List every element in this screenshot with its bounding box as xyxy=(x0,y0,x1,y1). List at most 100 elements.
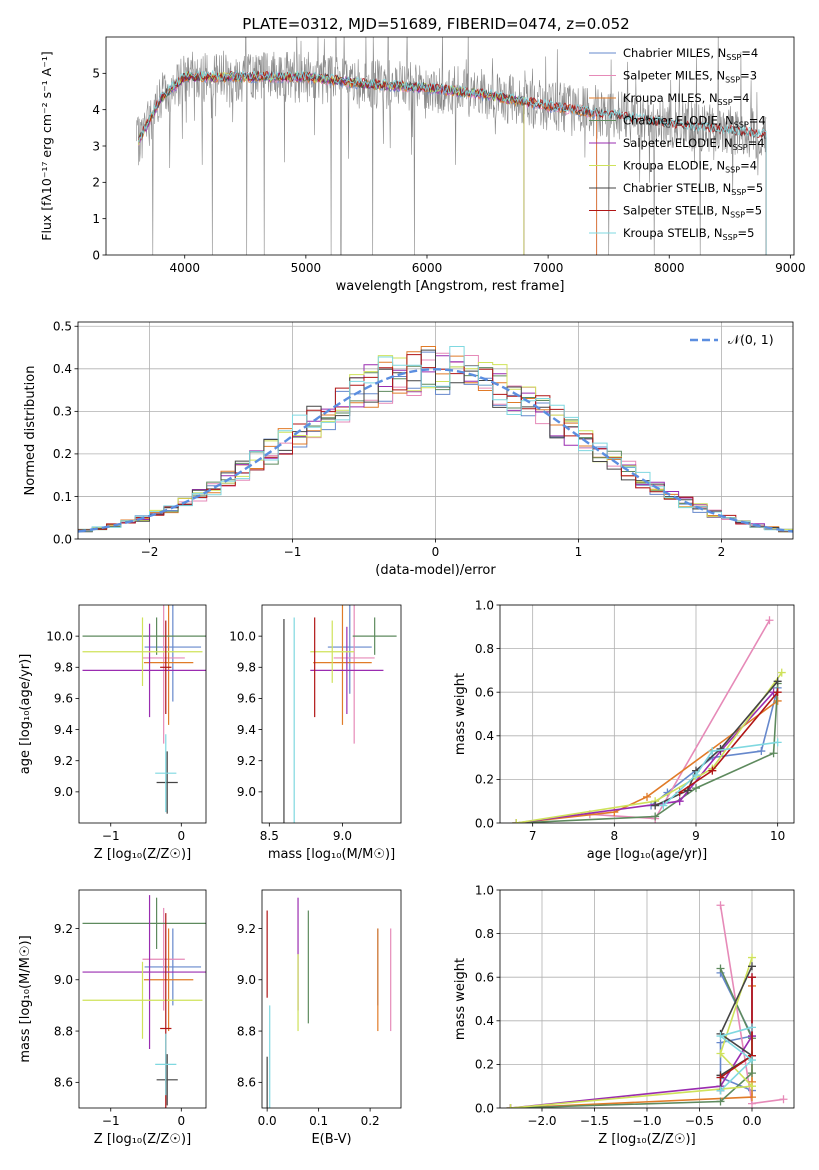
y-tick-label: 9.8 xyxy=(237,661,256,675)
x-tick-label: 4000 xyxy=(169,261,200,275)
x-tick-label: 5000 xyxy=(291,261,322,275)
weight-marker-salpeter_elodie xyxy=(675,797,684,806)
mass-age-panel: 8.5 9.0 9.0 9.2 9.4 9.6 9.8 10.0 mass [log₁₀(M/M… xyxy=(229,604,402,862)
y-tick-label: 8.6 xyxy=(237,1076,256,1090)
model-spectrum-kroupa_stelib xyxy=(138,69,767,255)
x-tick-label: 9 xyxy=(692,829,700,843)
x-tick-label: 10 xyxy=(770,829,785,843)
y-axis-label: age [log₁₀(age/yr)] xyxy=(18,654,33,775)
weight-marker-salpeter_stelib xyxy=(708,766,717,775)
x-tick-label: −1.5 xyxy=(580,1114,609,1128)
x-tick-label: 0 xyxy=(177,829,185,843)
y-tick-label: 0.0 xyxy=(475,1101,494,1115)
weight-line-kroupa_stelib xyxy=(718,1026,754,1092)
weight-marker-chabrier_elodie xyxy=(651,812,660,821)
weight-marker-salpeter_miles xyxy=(716,901,725,910)
ebv-mass-panel: 0.0 0.1 0.2 8.6 8.8 9.0 9.2 E(B-V) xyxy=(237,889,402,1147)
x-tick-label: 7000 xyxy=(533,261,564,275)
weight-line-kroupa_stelib xyxy=(662,741,778,807)
y-tick-label: 9.4 xyxy=(54,723,73,737)
legend-entry: Salpeter STELIB, NSSP=5 xyxy=(623,204,762,220)
weight-marker-kroupa_miles xyxy=(773,696,782,705)
y-tick-label: 0.8 xyxy=(475,927,494,941)
x-tick-label: 7 xyxy=(529,829,537,843)
weight-marker-kroupa_stelib xyxy=(708,747,717,756)
y-tick-label: 8.8 xyxy=(54,1024,73,1038)
x-tick-label: −0.5 xyxy=(685,1114,714,1128)
weight-marker-salpeter_miles xyxy=(779,1095,788,1104)
x-tick-label: −1 xyxy=(102,829,120,843)
y-tick-label: 8.6 xyxy=(54,1076,73,1090)
z-mass-panel: −1 0 8.6 8.8 9.0 9.2 Z [log₁₀(Z/Z☉)] mass [log₁… xyxy=(18,889,207,1147)
legend-entry: Salpeter MILES, NSSP=3 xyxy=(623,69,757,85)
weight-marker-kroupa_elodie xyxy=(748,953,756,962)
y-axis-label: Flux [fλ10⁻¹⁷ erg cm⁻² s⁻¹ A⁻¹] xyxy=(39,51,54,240)
plot-area xyxy=(266,897,392,1108)
y-tick-label: 0.4 xyxy=(475,729,494,743)
weight-marker-kroupa_stelib xyxy=(748,1023,756,1032)
weight-marker-kroupa_elodie xyxy=(777,668,786,677)
plot-area xyxy=(283,605,397,823)
weight-marker-chabrier_elodie xyxy=(692,784,700,793)
axes-frame xyxy=(261,604,402,824)
z-age-panel: −1 0 9.0 9.2 9.4 9.6 9.8 10.0 Z [log₁₀(Z/Z☉)] age… xyxy=(18,604,207,862)
gaussian-curve xyxy=(78,368,793,533)
x-tick-label: 8000 xyxy=(654,261,685,275)
y-tick-label: 0.6 xyxy=(475,971,494,985)
x-tick-label: −1 xyxy=(284,545,302,559)
y-tick-label: 9.8 xyxy=(54,661,73,675)
x-tick-label: −2 xyxy=(141,545,159,559)
x-axis-label: (data-model)/error xyxy=(375,563,496,578)
z-weight-panel: −2.0 −1.5 −1.0 −0.5 0.0 0.0 0.2 0.4 0.6 0.8 1.0 Z [… xyxy=(453,883,795,1147)
x-axis-label: age [log₁₀(age/yr)] xyxy=(587,847,708,862)
plot-area xyxy=(506,901,788,1108)
x-tick-label: 0 xyxy=(432,545,440,559)
plot-area xyxy=(82,605,206,814)
x-tick-label: 0.2 xyxy=(361,1114,380,1128)
weight-marker-kroupa_stelib xyxy=(748,1056,756,1065)
y-tick-label: 3 xyxy=(92,139,100,153)
y-tick-label: 9.0 xyxy=(54,973,73,987)
y-axis-label: mass weight xyxy=(453,673,468,755)
weight-marker-chabrier_elodie xyxy=(716,964,725,973)
legend-entry: Salpeter ELODIE, NSSP=4 xyxy=(623,136,765,152)
y-tick-label: 0.6 xyxy=(475,686,494,700)
weight-marker-kroupa_stelib xyxy=(716,1086,725,1095)
x-axis-label: mass [log₁₀(M/M☉)] xyxy=(268,847,395,862)
weight-marker-salpeter_miles xyxy=(765,616,774,625)
y-tick-label: 0.0 xyxy=(475,816,494,830)
y-tick-label: 1 xyxy=(92,212,100,226)
y-tick-label: 9.2 xyxy=(54,922,73,936)
y-tick-label: 0 xyxy=(92,248,100,262)
y-tick-label: 1.0 xyxy=(475,883,494,897)
y-tick-label: 9.2 xyxy=(54,754,73,768)
x-tick-label: 8 xyxy=(611,829,619,843)
model-spectrum-kroupa_miles xyxy=(138,72,598,255)
y-tick-label: 5 xyxy=(92,67,100,81)
y-axis-label: mass weight xyxy=(453,958,468,1040)
weight-marker-chabrier_elodie xyxy=(748,1069,756,1078)
plot-area xyxy=(136,37,767,255)
residuals-panel: −2 −1 0 1 2 0.0 0.1 0.2 0.3 0.4 0.5 (data-model)/er… xyxy=(23,320,794,578)
weight-marker-kroupa_elodie xyxy=(512,819,521,823)
x-tick-label: 0.0 xyxy=(258,1114,277,1128)
weight-marker-salpeter_stelib xyxy=(716,1073,725,1082)
x-tick-label: −1.0 xyxy=(632,1114,661,1128)
y-tick-label: 0.0 xyxy=(53,532,72,546)
y-tick-label: 8.8 xyxy=(237,1024,256,1038)
x-tick-label: 0 xyxy=(177,1114,185,1128)
x-tick-label: 9000 xyxy=(775,261,806,275)
axes-frame xyxy=(261,889,402,1109)
x-tick-label: 9.0 xyxy=(333,829,352,843)
legend-entry: Kroupa MILES, NSSP=4 xyxy=(623,91,749,107)
y-tick-label: 0.8 xyxy=(475,642,494,656)
y-tick-label: 9.0 xyxy=(237,785,256,799)
y-tick-label: 9.0 xyxy=(237,973,256,987)
x-axis-label: Z [log₁₀(Z/Z☉)] xyxy=(598,1132,695,1147)
x-tick-label: 8.5 xyxy=(260,829,279,843)
y-tick-label: 0.4 xyxy=(475,1014,494,1028)
x-axis-label: wavelength [Angstrom, rest frame] xyxy=(336,279,565,294)
y-axis-label: mass [log₁₀(M/M☉)] xyxy=(18,935,33,1062)
x-tick-label: 0.0 xyxy=(742,1114,761,1128)
